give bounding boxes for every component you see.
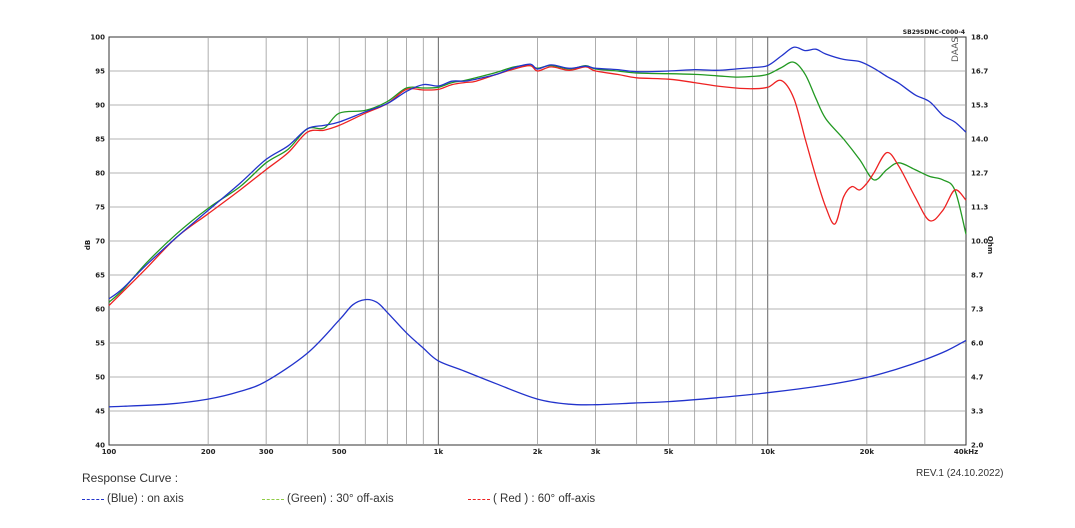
y-left-tick-label: 45 [95,408,105,416]
y-left-tick-label: 95 [95,68,105,76]
grid [109,37,966,445]
y-right-tick-label: 2.0 [971,442,984,450]
response-chart: 100 200 300 500 1k 2k 3k 5k 10k 20k 40kHz 100 95 90 85… [84,29,994,457]
y-right-tick-label: 14.0 [971,136,988,144]
y-axis-label-right: Ohm [986,236,994,254]
x-tick-label: 2k [533,448,543,456]
y-right-tick-label: 12.7 [971,170,988,178]
y-left-tick-label: 85 [95,136,105,144]
revision-label: REV.1 (24.10.2022) [916,468,1004,479]
legend-item-green: (Green) : 30° off-axis [262,493,394,505]
legend-label-red: ( Red ) : 60° off-axis [493,493,596,505]
y-left-tick-label: 75 [95,204,105,212]
y-left-tick-label: 70 [95,238,105,246]
tick-labels: 100 200 300 500 1k 2k 3k 5k 10k 20k 40kHz 100 95 90 85… [90,34,988,457]
x-tick-label: 40kHz [954,448,978,456]
y-right-tick-label: 16.7 [971,68,988,76]
model-label: SB29SDNC-C000-4 [903,29,965,36]
y-right-tick-label: 18.0 [971,34,988,42]
legend-label-blue: (Blue) : on axis [107,493,184,505]
legend-swatch-blue [82,498,104,500]
y-left-tick-label: 65 [95,272,105,280]
y-right-tick-label: 6.0 [971,340,984,348]
response-curve-caption: Response Curve : [82,471,179,485]
x-tick-label: 10k [761,448,776,456]
y-right-tick-label: 8.7 [971,272,984,280]
series-line-red-60deg [108,64,967,307]
x-tick-label: 20k [860,448,875,456]
y-left-tick-label: 90 [95,102,105,110]
legend-item-blue: (Blue) : on axis [82,493,184,505]
x-tick-label: 500 [332,448,347,456]
y-right-tick-label: 3.3 [971,408,984,416]
y-left-tick-label: 40 [95,442,105,450]
x-tick-label: 5k [664,448,674,456]
y-right-tick-label: 4.7 [971,374,984,382]
y-left-tick-label: 50 [95,374,105,382]
x-tick-label: 200 [201,448,216,456]
series-lines [108,46,967,408]
y-right-tick-label: 15.3 [971,102,988,110]
y-left-tick-label: 100 [90,34,105,42]
legend-swatch-green [262,498,284,500]
series-line-impedance [108,298,967,408]
y-right-tick-label: 7.3 [971,306,984,314]
x-tick-label: 100 [102,448,117,456]
legend-label-green: (Green) : 30° off-axis [287,493,394,505]
x-tick-label: 3k [591,448,601,456]
y-right-tick-label: 10.0 [971,238,988,246]
legend-item-red: ( Red ) : 60° off-axis [468,493,595,505]
x-tick-label: 300 [259,448,274,456]
series-line-blue-on-axis [108,46,967,300]
legend-swatch-red [468,498,490,500]
y-left-tick-label: 60 [95,306,105,314]
y-right-tick-label: 11.3 [971,204,988,212]
daas-logo: DAAS [951,37,961,62]
y-left-tick-label: 55 [95,340,105,348]
y-axis-label-left: dB [84,240,92,250]
y-left-tick-label: 80 [95,170,105,178]
x-tick-label: 1k [434,448,444,456]
